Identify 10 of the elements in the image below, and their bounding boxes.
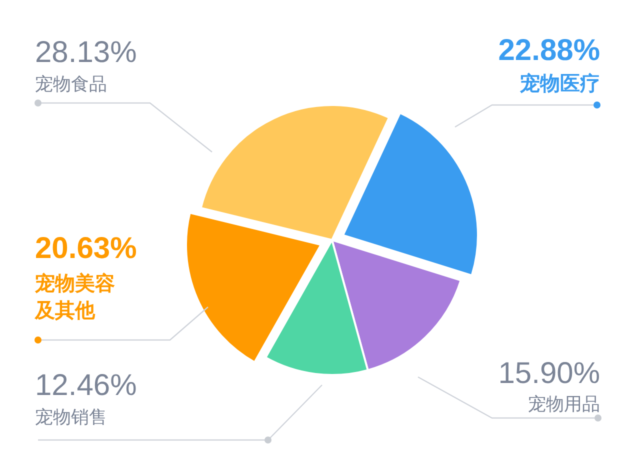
data-label: 22.88%: [498, 34, 600, 67]
slice-label: 宠物食品: [35, 74, 107, 95]
slice-label: 宠物销售: [35, 407, 107, 428]
slice-label: 宠物用品: [528, 394, 600, 415]
slice-label: 宠物美容及其他: [34, 271, 115, 322]
slice-label: 宠物医疗: [519, 71, 600, 95]
data-label: 12.46%: [35, 369, 137, 402]
data-label: 15.90%: [498, 357, 600, 390]
data-label: 20.63%: [35, 232, 137, 265]
data-label: 28.13%: [35, 36, 137, 69]
